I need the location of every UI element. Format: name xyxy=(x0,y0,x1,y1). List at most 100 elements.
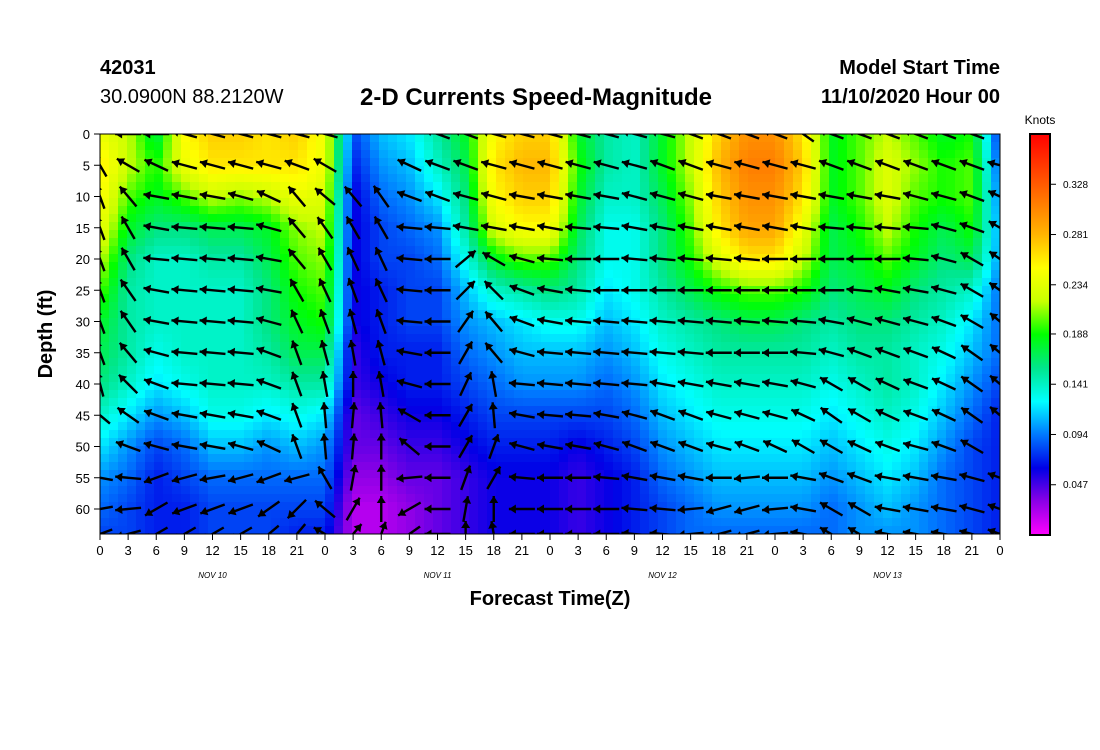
heatmap-cell xyxy=(703,174,713,183)
heatmap-cell xyxy=(469,198,479,207)
heatmap-cell xyxy=(559,406,569,415)
heatmap-cell xyxy=(460,206,470,215)
heatmap-cell xyxy=(964,278,974,287)
heatmap-cell xyxy=(802,270,812,279)
heatmap-cell xyxy=(226,134,236,143)
heatmap-cell xyxy=(163,430,173,439)
heatmap-cell xyxy=(757,238,767,247)
heatmap-cell xyxy=(973,470,983,479)
heatmap-cell xyxy=(685,366,695,375)
heatmap-cell xyxy=(946,342,956,351)
heatmap-cell xyxy=(550,310,560,319)
heatmap-cell xyxy=(604,182,614,191)
heatmap-cell xyxy=(442,478,452,487)
heatmap-cell xyxy=(388,334,398,343)
heatmap-cell xyxy=(496,182,506,191)
heatmap-cell xyxy=(604,310,614,319)
heatmap-cell xyxy=(559,294,569,303)
heatmap-cell xyxy=(136,246,146,255)
heatmap-cell xyxy=(559,326,569,335)
heatmap-cell xyxy=(946,198,956,207)
heatmap-cell xyxy=(316,302,326,311)
heatmap-cell xyxy=(478,374,488,383)
heatmap-cell xyxy=(838,342,848,351)
heatmap-cell xyxy=(577,222,587,231)
heatmap-cell xyxy=(676,198,686,207)
heatmap-cell xyxy=(667,430,677,439)
heatmap-cell xyxy=(541,302,551,311)
heatmap-cell xyxy=(514,230,524,239)
heatmap-cell xyxy=(649,270,659,279)
heatmap-cell xyxy=(667,470,677,479)
heatmap-cell xyxy=(739,214,749,223)
heatmap-cell xyxy=(712,398,722,407)
heatmap-cell xyxy=(721,174,731,183)
heatmap-cell xyxy=(955,286,965,295)
heatmap-cell xyxy=(622,486,632,495)
heatmap-cell xyxy=(505,494,515,503)
heatmap-cell xyxy=(109,342,119,351)
heatmap-cell xyxy=(829,238,839,247)
heatmap-cell xyxy=(676,430,686,439)
heatmap-cell xyxy=(145,142,155,151)
heatmap-cell xyxy=(451,422,461,431)
heatmap-cell xyxy=(541,190,551,199)
heatmap-cell xyxy=(676,382,686,391)
heatmap-cell xyxy=(721,246,731,255)
heatmap-cell xyxy=(712,478,722,487)
heatmap-cell xyxy=(811,326,821,335)
heatmap-cell xyxy=(802,422,812,431)
heatmap-cell xyxy=(208,382,218,391)
heatmap-cell xyxy=(586,398,596,407)
heatmap-cell xyxy=(802,414,812,423)
heatmap-cell xyxy=(568,302,578,311)
heatmap-cell xyxy=(595,278,605,287)
heatmap-cell xyxy=(676,166,686,175)
heatmap-cell xyxy=(514,486,524,495)
heatmap-cell xyxy=(604,486,614,495)
heatmap-cell xyxy=(685,422,695,431)
heatmap-cell xyxy=(856,422,866,431)
heatmap-cell xyxy=(658,182,668,191)
heatmap-cell xyxy=(883,326,893,335)
heatmap-cell xyxy=(226,366,236,375)
heatmap-cell xyxy=(334,446,344,455)
heatmap-cell xyxy=(838,430,848,439)
heatmap-cell xyxy=(982,446,992,455)
heatmap-cell xyxy=(298,518,308,527)
heatmap-cell xyxy=(433,430,443,439)
heatmap-cell xyxy=(433,486,443,495)
heatmap-cell xyxy=(964,310,974,319)
heatmap-cell xyxy=(172,334,182,343)
heatmap-cell xyxy=(622,526,632,534)
heatmap-cell xyxy=(469,406,479,415)
heatmap-cell xyxy=(955,270,965,279)
heatmap-cell xyxy=(262,214,272,223)
heatmap-cell xyxy=(982,262,992,271)
heatmap-cell xyxy=(847,270,857,279)
heatmap-cell xyxy=(307,166,317,175)
heatmap-cell xyxy=(964,294,974,303)
heatmap-cell xyxy=(136,254,146,263)
heatmap-cell xyxy=(739,454,749,463)
heatmap-cell xyxy=(829,510,839,519)
heatmap-cell xyxy=(289,390,299,399)
heatmap-cell xyxy=(613,438,623,447)
heatmap-cell xyxy=(271,526,281,534)
heatmap-cell xyxy=(559,470,569,479)
heatmap-cell xyxy=(163,462,173,471)
heatmap-cell xyxy=(415,150,425,159)
heatmap-cell xyxy=(784,278,794,287)
heatmap-cell xyxy=(847,294,857,303)
heatmap-cell xyxy=(811,294,821,303)
heatmap-cell xyxy=(172,134,182,143)
heatmap-cell xyxy=(478,238,488,247)
heatmap-cell xyxy=(100,166,110,175)
heatmap-cell xyxy=(901,342,911,351)
heatmap-cell xyxy=(325,238,335,247)
heatmap-cell xyxy=(523,454,533,463)
heatmap-cell xyxy=(235,142,245,151)
heatmap-cell xyxy=(883,294,893,303)
heatmap-cell xyxy=(685,310,695,319)
heatmap-cell xyxy=(496,454,506,463)
